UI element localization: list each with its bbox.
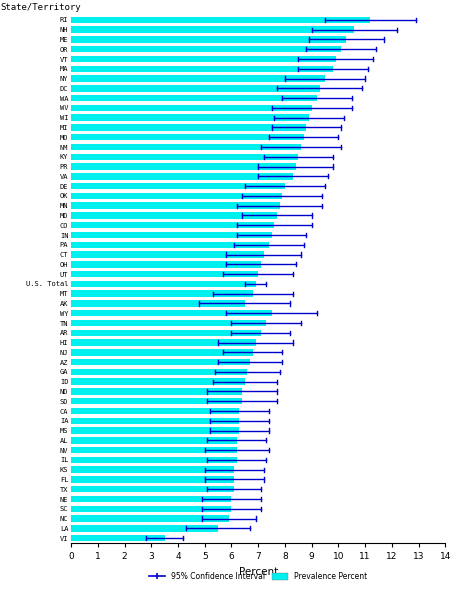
Bar (71, 222, 274, 229)
Bar (71, 271, 258, 277)
Bar (71, 525, 218, 532)
Bar (71, 359, 250, 365)
Bar (71, 154, 298, 160)
Bar (71, 85, 319, 92)
Bar (71, 310, 272, 316)
Bar (71, 496, 231, 502)
Bar (71, 144, 301, 150)
Bar (71, 95, 317, 101)
Bar (71, 535, 165, 541)
Bar (71, 183, 285, 189)
Bar (71, 124, 306, 131)
Bar (71, 320, 266, 326)
Bar (71, 427, 240, 434)
Bar (71, 447, 237, 453)
Bar (71, 486, 234, 493)
Bar (71, 437, 237, 443)
Bar (71, 290, 253, 297)
Bar (71, 65, 333, 72)
Bar (71, 329, 261, 336)
Bar (71, 515, 229, 522)
Bar (71, 202, 280, 209)
Bar (71, 46, 341, 52)
Bar (71, 476, 234, 482)
Bar (71, 105, 312, 111)
Bar (71, 251, 263, 258)
Bar (71, 398, 242, 404)
Bar (71, 242, 269, 248)
Bar (71, 379, 245, 385)
Bar (71, 466, 234, 473)
Bar (71, 369, 247, 375)
Bar (71, 506, 231, 512)
Bar (71, 134, 303, 140)
Bar (71, 193, 282, 199)
Bar (71, 163, 296, 170)
Bar (71, 418, 240, 424)
Bar (71, 173, 293, 179)
Bar (71, 349, 253, 356)
Bar (71, 232, 272, 238)
Text: State/Territory: State/Territory (0, 4, 81, 13)
X-axis label: Percent: Percent (239, 566, 278, 577)
Legend: 95% Confidence Interval, Prevalence Percent: 95% Confidence Interval, Prevalence Perc… (146, 569, 370, 584)
Bar (71, 115, 309, 121)
Bar (71, 457, 237, 463)
Bar (71, 261, 261, 268)
Bar (71, 76, 325, 82)
Bar (71, 56, 336, 62)
Bar (71, 26, 354, 33)
Bar (71, 388, 242, 395)
Bar (71, 17, 370, 23)
Bar (71, 36, 347, 43)
Bar (71, 212, 277, 218)
Bar (71, 340, 256, 346)
Bar (71, 300, 245, 307)
Bar (71, 408, 240, 414)
Bar (71, 281, 256, 287)
